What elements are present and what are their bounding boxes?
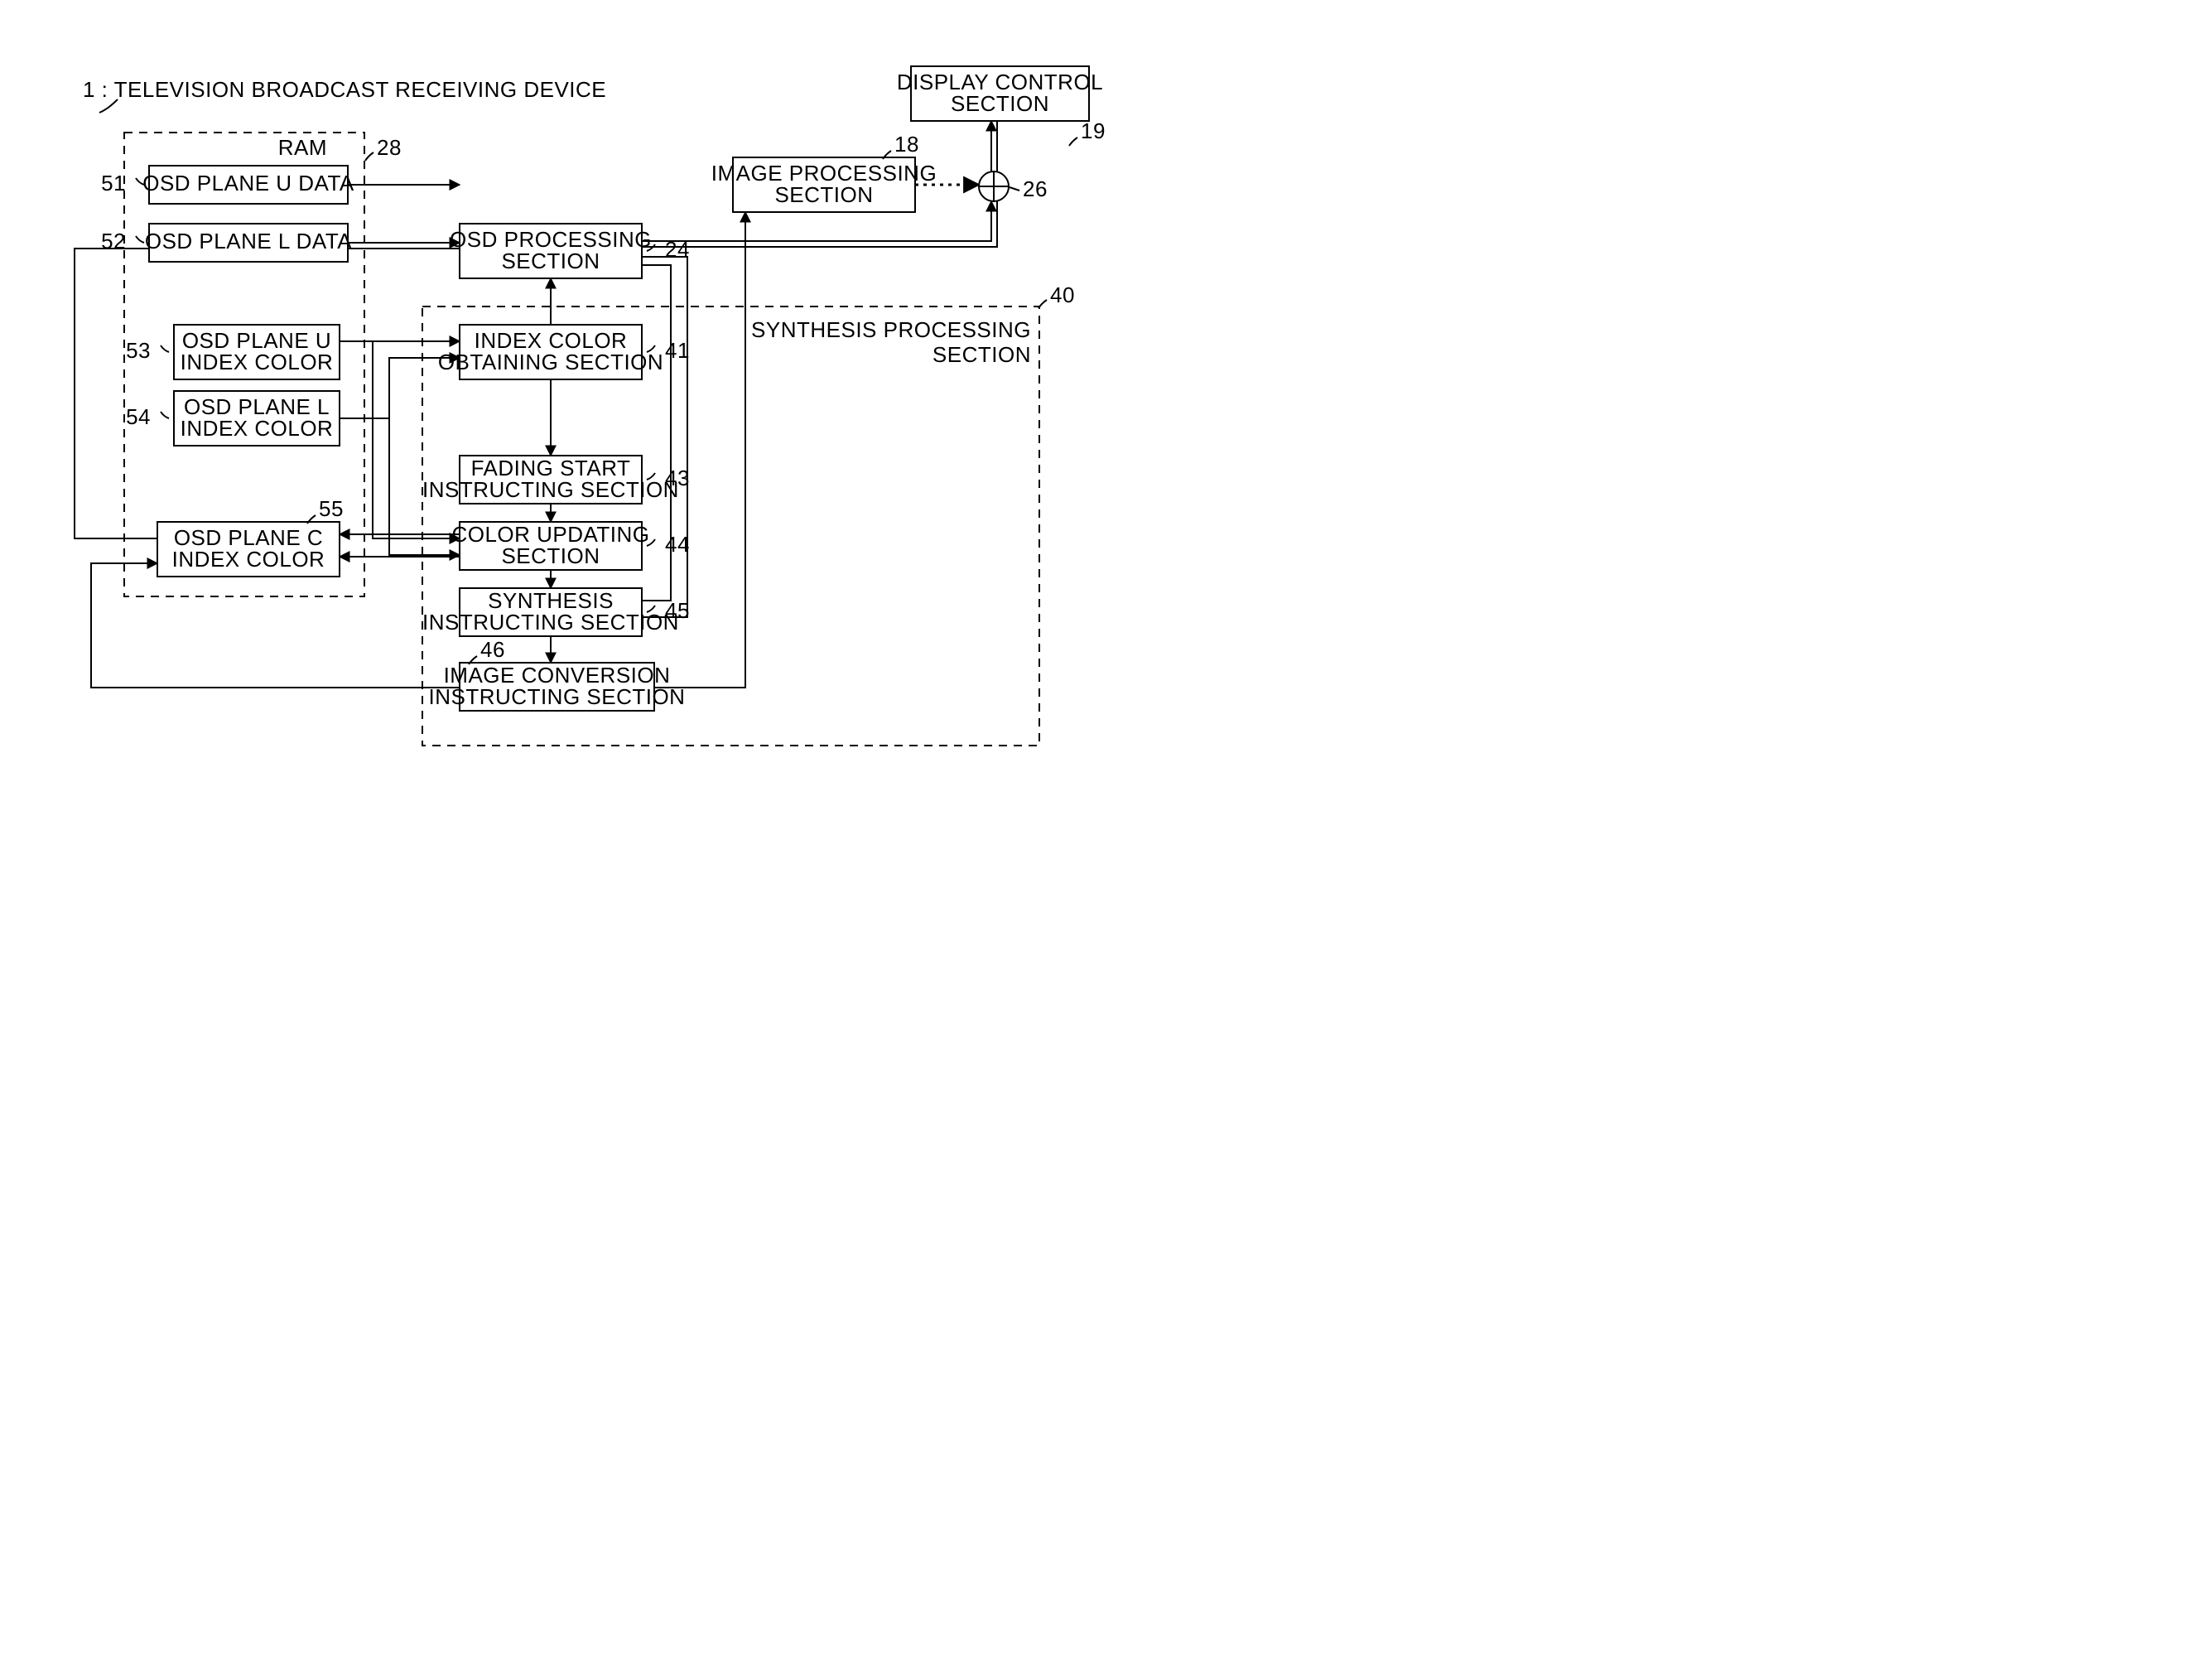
container-label-ram: RAM — [278, 135, 327, 160]
node-text2-n41: OBTAINING SECTION — [438, 350, 663, 374]
node-text2-n43: INSTRUCTING SECTION — [422, 477, 679, 502]
sum-ref-leader — [1010, 187, 1019, 191]
node-ref-n53: 53 — [126, 338, 151, 363]
node-ref-leader-n52 — [136, 236, 144, 243]
node-text2-disp_ctrl: SECTION — [951, 91, 1049, 116]
node-ref-n52: 52 — [101, 229, 126, 253]
edge-n46_to_55 — [91, 563, 460, 688]
node-ref-leader-n53 — [161, 345, 169, 352]
node-text2-n55: INDEX COLOR — [172, 547, 325, 572]
container-label-synth-1: SYNTHESIS PROCESSING — [751, 317, 1031, 342]
node-ref-osd_proc: 24 — [665, 237, 690, 262]
diagram-title: 1 : TELEVISION BROADCAST RECEIVING DEVIC… — [83, 77, 606, 102]
node-text2-n53: INDEX COLOR — [181, 350, 334, 374]
node-ref-img_proc: 18 — [894, 132, 919, 157]
container-label-synth-2: SECTION — [933, 342, 1031, 367]
node-ref-n55: 55 — [319, 496, 344, 521]
node-text2-n45: INSTRUCTING SECTION — [422, 610, 679, 635]
container-ref-synth: 40 — [1050, 282, 1075, 307]
node-text2-n46: INSTRUCTING SECTION — [429, 684, 686, 709]
node-ref-n46: 46 — [480, 637, 505, 662]
node-ref-n41: 41 — [665, 338, 690, 363]
container-ref-ram: 28 — [377, 135, 402, 160]
node-text2-img_proc: SECTION — [774, 182, 873, 207]
node-ref-n45: 45 — [665, 598, 690, 623]
node-ref-leader-n54 — [161, 412, 169, 418]
block-diagram: OSD PLANE U DATAOSD PLANE L DATAOSD PLAN… — [0, 0, 1106, 838]
node-ref-n51: 51 — [101, 171, 126, 195]
node-text1-n51: OSD PLANE U DATA — [142, 171, 354, 195]
container-ref-leader-ram — [365, 152, 373, 161]
node-ref-n54: 54 — [126, 404, 151, 429]
node-text2-osd_proc: SECTION — [501, 249, 600, 273]
sum-ref: 26 — [1023, 176, 1048, 201]
node-ref-n43: 43 — [665, 466, 690, 490]
node-text1-n52: OSD PLANE L DATA — [145, 229, 352, 253]
container-ref-leader-synth — [1039, 300, 1047, 308]
node-ref-n44: 44 — [665, 532, 690, 557]
node-ref-disp_ctrl: 19 — [1081, 118, 1106, 143]
node-text2-n44: SECTION — [501, 543, 600, 568]
node-text2-n54: INDEX COLOR — [181, 416, 334, 441]
node-ref-leader-disp_ctrl — [1069, 138, 1077, 146]
